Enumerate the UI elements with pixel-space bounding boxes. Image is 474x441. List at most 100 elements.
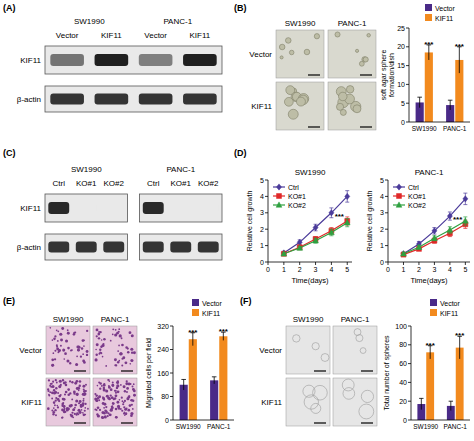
y-tick xyxy=(265,212,268,213)
micrograph xyxy=(328,30,376,78)
cell xyxy=(58,350,60,352)
significance: *** xyxy=(188,328,198,337)
cell xyxy=(86,354,88,356)
x-tick xyxy=(315,262,316,265)
blot-membrane xyxy=(45,86,222,112)
row-label: β-actin xyxy=(17,243,41,252)
cell xyxy=(60,345,62,347)
cell xyxy=(108,386,111,389)
figure: (A)(B)(C)(D)(E)(F)KIF11β-actinSW1990Vect… xyxy=(0,0,474,441)
cell xyxy=(311,403,321,413)
error-cap xyxy=(329,207,333,208)
cell xyxy=(132,386,134,388)
x-axis xyxy=(268,262,352,263)
legend-label: KIF11 xyxy=(202,310,220,317)
error-cap xyxy=(463,216,467,217)
cell xyxy=(118,328,120,330)
error-bar xyxy=(329,228,333,235)
cell xyxy=(63,358,65,360)
cell xyxy=(304,49,310,55)
x-tick-label: 4 xyxy=(448,266,452,273)
cell xyxy=(132,388,135,391)
cell xyxy=(54,404,56,406)
lane-label: KO#1 xyxy=(76,179,97,188)
cell xyxy=(355,49,358,52)
error-bar xyxy=(212,377,217,384)
cell xyxy=(123,412,125,414)
point xyxy=(401,251,406,257)
cell xyxy=(102,396,104,398)
cell xyxy=(96,335,98,337)
error-bar xyxy=(329,208,333,218)
y-tick-label: 320 xyxy=(157,323,169,330)
legend-marker xyxy=(277,194,282,199)
scale-bar xyxy=(360,74,372,75)
band xyxy=(198,202,219,214)
y-tick-label: 20 xyxy=(399,398,407,405)
panel-letter: (C) xyxy=(3,148,16,158)
cell xyxy=(77,346,80,349)
y-tick-label: 10 xyxy=(397,81,405,88)
band xyxy=(143,202,164,214)
micrograph xyxy=(93,326,137,374)
cell xyxy=(118,407,120,409)
cell xyxy=(79,385,81,387)
legend-label: Vector xyxy=(435,5,456,12)
y-tick xyxy=(408,363,411,364)
y-tick-label: 0 xyxy=(165,417,169,424)
cell xyxy=(84,403,86,405)
micrograph xyxy=(93,378,137,426)
cell xyxy=(96,395,98,397)
band xyxy=(76,242,97,253)
point xyxy=(432,235,438,240)
cell xyxy=(83,389,85,391)
group-header: PANC-1 xyxy=(166,165,195,174)
scale-bar xyxy=(314,370,326,371)
panel-letter: (E) xyxy=(3,296,15,306)
cell xyxy=(124,390,126,392)
legend-swatch xyxy=(430,299,437,306)
cell xyxy=(54,358,56,360)
cell xyxy=(121,397,123,399)
x-tick xyxy=(331,262,332,265)
group-header: SW1990 xyxy=(74,17,105,26)
bar-chart: 0510152025soft agar sphereformation/dish… xyxy=(380,4,470,132)
cell xyxy=(105,365,107,367)
cell xyxy=(286,86,295,95)
row-label: Vector xyxy=(19,346,42,355)
cell xyxy=(123,406,125,408)
cell xyxy=(55,387,57,389)
cell xyxy=(104,415,107,418)
x-tick-label: 5 xyxy=(345,266,349,273)
cell xyxy=(82,400,84,402)
band xyxy=(143,242,164,253)
micrograph xyxy=(46,326,90,374)
x-tick-label: 1 xyxy=(282,266,286,273)
cell xyxy=(105,406,107,408)
cell xyxy=(62,379,64,381)
cell xyxy=(76,345,79,348)
cell xyxy=(62,398,65,401)
cell xyxy=(131,351,133,353)
cell xyxy=(83,398,85,400)
cell xyxy=(115,329,117,331)
column-header: SW1990 xyxy=(293,315,324,324)
y-tick-label: 240 xyxy=(157,346,169,353)
cell xyxy=(97,333,100,336)
cell xyxy=(120,352,123,355)
cell xyxy=(70,350,72,352)
cell xyxy=(111,397,113,399)
y-tick xyxy=(406,65,409,66)
legend-label: KO#2 xyxy=(288,202,306,209)
cell xyxy=(64,408,66,410)
cell xyxy=(128,395,130,397)
cell xyxy=(110,388,113,391)
error-bar xyxy=(314,238,318,243)
cell xyxy=(56,347,59,350)
column-header: SW1990 xyxy=(53,315,84,324)
cell xyxy=(57,340,59,342)
line xyxy=(403,221,465,254)
y-axis-title-line: soft agar sphere xyxy=(380,50,388,101)
cell xyxy=(51,410,53,412)
y-tick-label: 0 xyxy=(401,119,405,126)
